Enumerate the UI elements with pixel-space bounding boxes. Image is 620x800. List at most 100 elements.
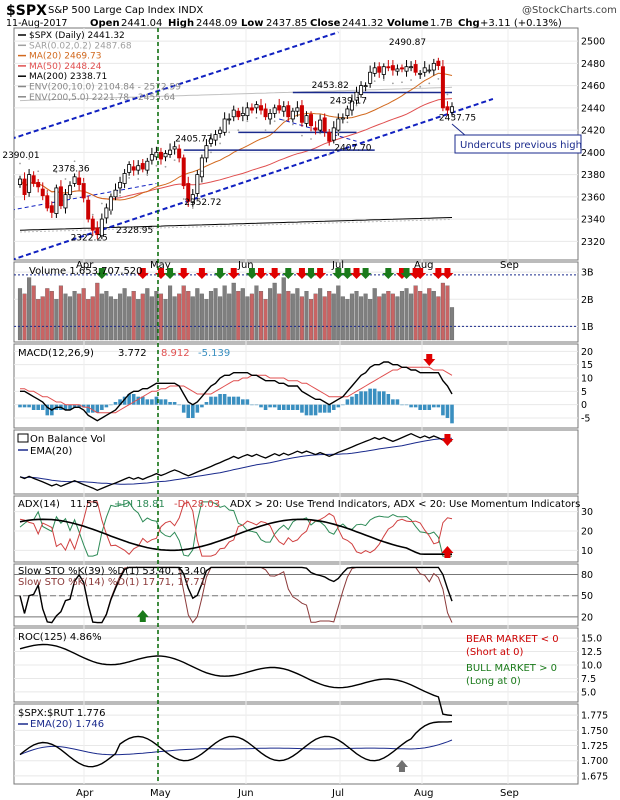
price-legend-entry: $SPX (Daily) 2441.32 — [29, 31, 125, 41]
sar-dot — [182, 198, 185, 200]
adx-legend: ADX(14) 11.55 +DI 18.81 -DI 28.03 ADX > … — [18, 499, 580, 510]
price-candle — [331, 121, 336, 144]
x-tick-label: Jun — [237, 260, 254, 271]
macd-ytick-label: 10 — [581, 374, 593, 385]
price-candle — [345, 105, 350, 119]
adx-panel-frame — [13, 495, 579, 563]
red-down-arrow — [314, 268, 327, 279]
macd-histogram-bar — [309, 404, 313, 416]
red-down-arrow — [227, 268, 240, 279]
candle-body — [195, 174, 200, 194]
price-candle — [359, 81, 364, 98]
red-down-arrow — [177, 268, 190, 279]
price-candle — [377, 62, 382, 78]
macd-histogram-bar — [22, 404, 27, 408]
price-candle — [40, 182, 45, 201]
sar-dot — [146, 173, 149, 176]
stoch-panel-frame — [13, 563, 579, 627]
price-candle — [195, 170, 200, 197]
price-candle — [290, 107, 295, 123]
candle-body — [304, 115, 309, 124]
candle-body — [86, 199, 91, 220]
price-candle — [72, 173, 77, 187]
ratio-line — [19, 721, 453, 768]
red-down-arrow — [441, 434, 454, 446]
macd-histogram-bar — [381, 391, 386, 405]
ohlc-high-label: High — [168, 18, 194, 29]
candle-body — [168, 149, 173, 155]
macd-histogram-bar — [432, 404, 436, 408]
candle-body — [322, 117, 327, 132]
x-tick-label: Jun — [237, 788, 254, 799]
volume-bar — [122, 288, 127, 341]
candle-body — [368, 71, 373, 84]
sar-dot — [219, 142, 221, 145]
volume-bar — [281, 277, 286, 341]
volume-bar — [67, 296, 73, 341]
price-candle — [190, 189, 195, 207]
macd-histogram-bar — [45, 404, 50, 416]
candle-body — [108, 196, 113, 211]
macd-histogram-bar — [450, 404, 454, 424]
red-down-arrow — [414, 268, 427, 279]
candle-body — [309, 114, 314, 127]
price-legend-entry: ENV(200,5.0) 2221.78 - 2455.64 — [29, 93, 175, 103]
candle-body — [240, 113, 245, 117]
price-candle — [36, 179, 41, 193]
macd-histogram-bar — [259, 404, 263, 408]
sar-dot — [246, 120, 249, 123]
stoch-ytick-label: 80 — [581, 570, 593, 581]
volume-bar — [331, 293, 336, 341]
candle-body — [213, 134, 218, 141]
price-candle — [45, 190, 50, 212]
volume-bar — [254, 285, 259, 341]
bear-market-note: BEAR MARKET < 0 — [466, 634, 559, 645]
lower-trend-channel — [14, 98, 494, 260]
ratio-ytick-label: 1.675 — [581, 771, 608, 782]
macd-histogram-bar — [127, 394, 131, 405]
sar-dot — [401, 81, 403, 84]
volume-bar — [399, 290, 405, 341]
adx-ytick-label: 10 — [581, 546, 593, 557]
volume-bar — [322, 296, 327, 341]
candle-body — [245, 107, 250, 117]
volume-bar — [27, 277, 32, 341]
price-candle — [108, 193, 113, 215]
candle-body — [409, 66, 414, 69]
ohlc-volume-value: 1.7B — [430, 18, 453, 29]
price-candle — [131, 160, 136, 176]
macd-histogram-bar — [345, 399, 350, 405]
candle-body — [440, 66, 445, 109]
macd-histogram-bar — [227, 396, 231, 405]
sar-dot — [301, 134, 303, 137]
macd-histogram-bar — [241, 399, 245, 405]
candle-body — [340, 117, 345, 120]
price-ytick-label: 2380 — [581, 170, 605, 181]
candle-body — [254, 104, 259, 109]
candle-body — [127, 164, 132, 173]
obv-swatch — [17, 433, 29, 443]
price-candle — [340, 113, 345, 124]
minus-di-line — [19, 501, 453, 557]
price-ytick-label: 2340 — [581, 215, 605, 226]
macd-histogram-bar — [181, 404, 186, 413]
volume-bar — [63, 293, 68, 341]
volume-bar — [318, 288, 323, 341]
volume-bar — [222, 285, 227, 341]
sar-dot — [91, 213, 94, 216]
ratio-ytick-label: 1.775 — [581, 711, 608, 722]
price-candle — [295, 101, 300, 117]
candle-body — [81, 183, 86, 199]
green-up-arrow — [136, 610, 149, 622]
price-candle — [168, 143, 173, 158]
price-candle — [354, 86, 359, 105]
price-candle — [186, 176, 191, 207]
candle-body — [77, 177, 82, 185]
volume-bar — [308, 299, 314, 341]
price-candle — [58, 180, 63, 210]
candle-body — [68, 185, 73, 196]
macd-histogram-bar — [145, 399, 150, 405]
red-down-arrow — [154, 268, 167, 279]
green-down-arrow — [164, 268, 177, 279]
